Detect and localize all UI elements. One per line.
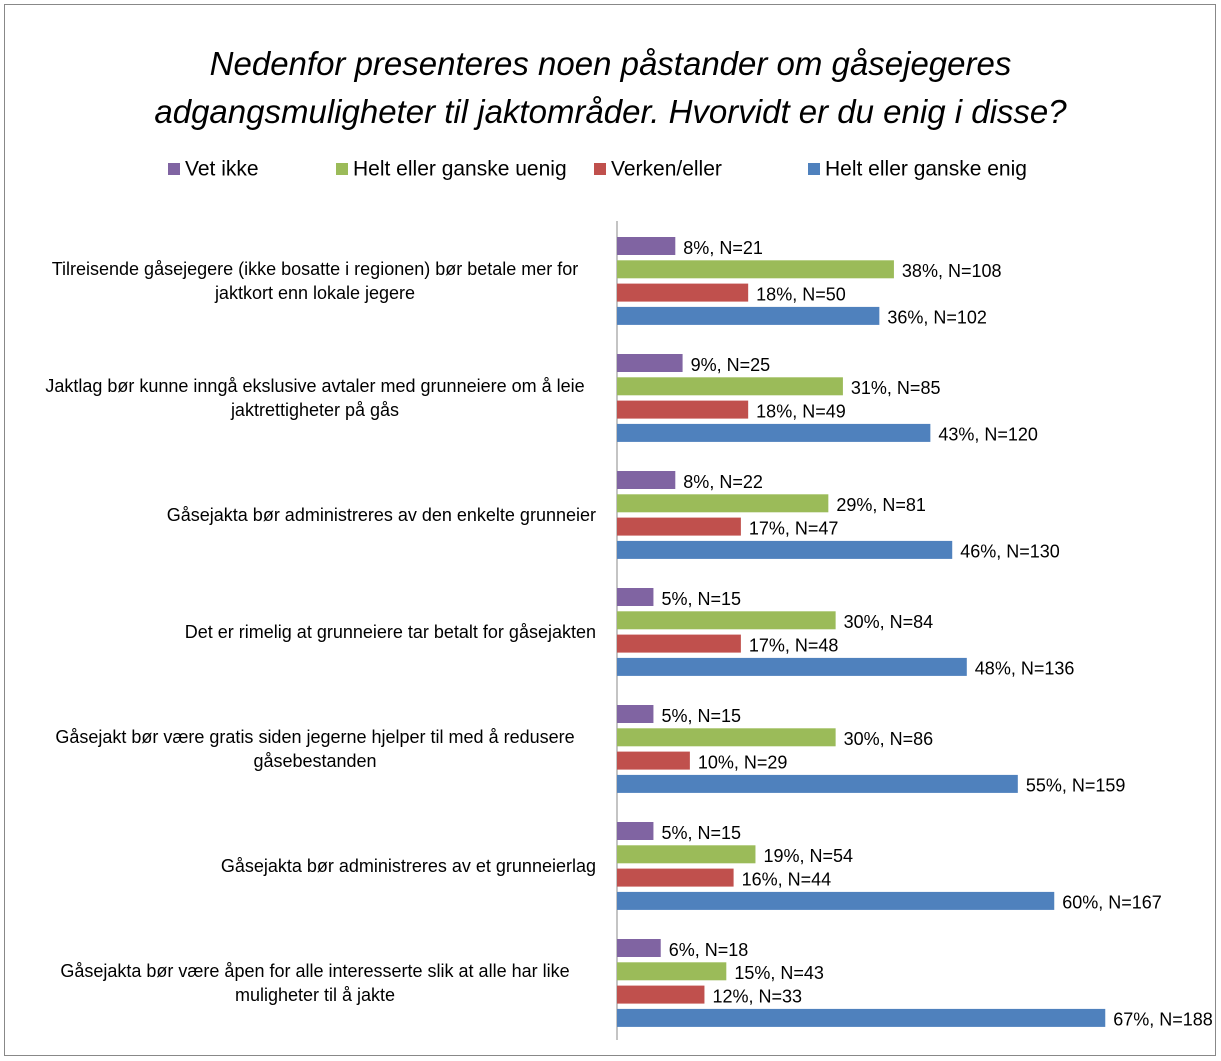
data-label: 55%, N=159	[1026, 776, 1126, 796]
bar	[617, 705, 654, 723]
category-label-box: Gåsejakta bør administreres av et grunne…	[0, 807, 596, 924]
bar	[617, 939, 661, 957]
bar	[617, 471, 676, 489]
data-label: 38%, N=108	[902, 261, 1002, 281]
bar	[617, 657, 967, 676]
data-label: 5%, N=15	[661, 589, 741, 609]
bar	[617, 260, 894, 279]
bar	[617, 634, 741, 653]
bar	[617, 237, 676, 255]
bar	[617, 423, 931, 442]
data-label: 36%, N=102	[887, 308, 987, 328]
category-label-box: Gåsejakt bør være gratis siden jegerne h…	[0, 690, 596, 807]
category-label-box: Gåsejakta bør administreres av den enkel…	[0, 456, 596, 573]
data-label: 5%, N=15	[661, 823, 741, 843]
category-label: Gåsejakta bør administreres av den enkel…	[166, 504, 596, 525]
data-label: 17%, N=48	[749, 635, 839, 655]
chart-title: Nedenfor presenteres noen påstander om g…	[154, 45, 1067, 130]
bar	[617, 306, 880, 325]
bar	[617, 751, 690, 770]
bar	[617, 845, 756, 864]
category-label: Tilreisende gåsejegere (ikke bosatte i r…	[51, 258, 579, 303]
data-label: 19%, N=54	[763, 846, 853, 866]
data-label: 30%, N=84	[844, 612, 934, 632]
legend-label: Helt eller ganske enig	[825, 158, 1027, 181]
bar	[617, 728, 836, 747]
category-label-box: Tilreisende gåsejegere (ikke bosatte i r…	[0, 222, 596, 339]
bar	[617, 354, 683, 372]
data-label: 60%, N=167	[1062, 893, 1162, 913]
chart-title-box: Nedenfor presenteres noen påstander om g…	[0, 40, 1221, 136]
bar	[617, 822, 654, 840]
data-label: 16%, N=44	[742, 869, 832, 889]
legend-swatch	[168, 163, 180, 175]
data-label: 48%, N=136	[975, 659, 1075, 679]
category-label-box: Jaktlag bør kunne inngå ekslusive avtale…	[0, 339, 596, 456]
legend-swatch	[594, 163, 606, 175]
chart-frame	[4, 4, 1216, 1056]
category-label-box: Det er rimelig at grunneiere tar betalt …	[0, 573, 596, 690]
bar	[617, 494, 829, 513]
bar	[617, 962, 727, 981]
data-label: 8%, N=22	[683, 472, 763, 492]
data-label: 67%, N=188	[1113, 1010, 1213, 1030]
legend-swatch	[808, 163, 820, 175]
legend-label: Helt eller ganske uenig	[353, 158, 567, 181]
bar	[617, 891, 1055, 910]
bar	[617, 283, 749, 302]
data-label: 6%, N=18	[669, 940, 749, 960]
data-label: 43%, N=120	[938, 425, 1038, 445]
bar	[617, 588, 654, 606]
category-label: Jaktlag bør kunne inngå ekslusive avtale…	[45, 375, 585, 420]
bar	[617, 517, 741, 536]
legend-swatch	[336, 163, 348, 175]
legend-label: Vet ikke	[185, 158, 259, 181]
data-label: 12%, N=33	[712, 986, 802, 1006]
data-label: 46%, N=130	[960, 542, 1060, 562]
bar	[617, 377, 843, 396]
bar	[617, 400, 749, 419]
category-label-box: Gåsejakta bør være åpen for alle interes…	[0, 924, 596, 1041]
data-label: 29%, N=81	[836, 495, 926, 515]
bar	[617, 611, 836, 630]
data-label: 31%, N=85	[851, 378, 941, 398]
bar	[617, 540, 953, 559]
data-label: 10%, N=29	[698, 752, 788, 772]
category-label: Gåsejakta bør administreres av et grunne…	[220, 855, 596, 876]
data-label: 15%, N=43	[734, 963, 824, 983]
category-label: Gåsejakt bør være gratis siden jegerne h…	[55, 726, 575, 771]
legend-label: Verken/eller	[611, 158, 722, 181]
data-label: 5%, N=15	[661, 706, 741, 726]
data-label: 18%, N=49	[756, 401, 846, 421]
category-label: Gåsejakta bør være åpen for alle interes…	[60, 960, 570, 1005]
category-label: Det er rimelig at grunneiere tar betalt …	[184, 621, 596, 642]
bar	[617, 1008, 1106, 1027]
data-label: 8%, N=21	[683, 238, 763, 258]
data-label: 17%, N=47	[749, 518, 839, 538]
bar	[617, 774, 1018, 793]
data-label: 30%, N=86	[844, 729, 934, 749]
data-label: 18%, N=50	[756, 284, 846, 304]
bar	[617, 985, 705, 1004]
data-label: 9%, N=25	[691, 355, 771, 375]
bar	[617, 868, 734, 887]
